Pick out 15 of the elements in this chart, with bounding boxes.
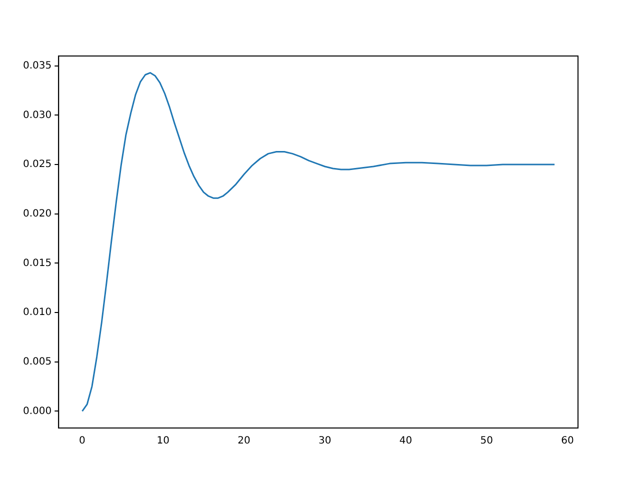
x-tick-label: 0 bbox=[79, 436, 86, 447]
x-tick-label: 20 bbox=[238, 436, 250, 447]
y-tick-label: 0.020 bbox=[22, 208, 52, 220]
y-tick-label: 0.035 bbox=[22, 60, 52, 72]
x-tick-label: 50 bbox=[480, 436, 493, 447]
y-tick-label: 0.005 bbox=[22, 356, 52, 368]
y-tick-label: 0.000 bbox=[22, 406, 52, 417]
y-tick-label: 0.030 bbox=[22, 110, 52, 121]
y-tick-label: 0.025 bbox=[22, 159, 52, 170]
x-tick-label: 40 bbox=[399, 436, 412, 447]
y-tick-label: 0.010 bbox=[22, 307, 52, 318]
x-tick-label: 60 bbox=[561, 436, 574, 447]
x-tick-label: 10 bbox=[156, 436, 170, 447]
x-tick-label: 30 bbox=[318, 436, 332, 447]
y-tick-label: 0.015 bbox=[22, 258, 52, 269]
